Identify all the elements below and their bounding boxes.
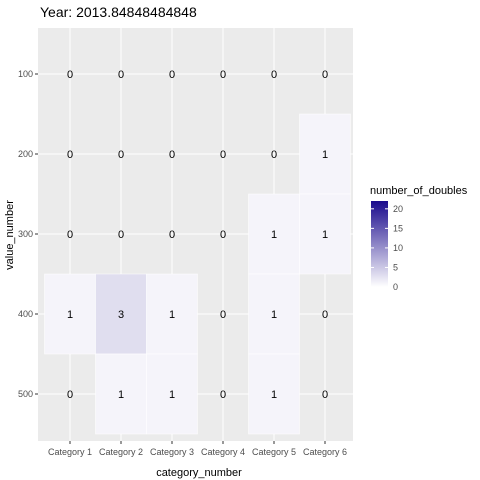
cell-value-label: 0 (220, 149, 226, 161)
legend-colorbar (371, 201, 388, 287)
cell-value-label: 1 (169, 389, 175, 401)
cell-value-label: 1 (271, 309, 277, 321)
y-tick-label: 400 (18, 309, 33, 319)
cell-value-label: 0 (271, 149, 277, 161)
legend-tick-label: 5 (393, 262, 398, 272)
cell-value-label: 0 (220, 309, 226, 321)
heatmap-cell (299, 193, 351, 275)
x-tick-label: Category 1 (48, 447, 92, 457)
legend-tick-label: 10 (393, 243, 403, 253)
x-tick-label: Category 2 (99, 447, 143, 457)
cell-value-label: 0 (118, 229, 124, 241)
cell-value-label: 1 (169, 309, 175, 321)
y-tick-label: 100 (18, 69, 33, 79)
y-axis-title: value_number (4, 200, 16, 270)
heatmap-cell (248, 273, 300, 355)
cell-value-label: 3 (118, 309, 124, 321)
cell-value-label: 0 (169, 149, 175, 161)
cell-value-label: 0 (118, 69, 124, 81)
x-axis-title: category_number (156, 467, 242, 479)
cell-value-label: 1 (322, 229, 328, 241)
y-tick-label: 500 (18, 389, 33, 399)
cell-value-label: 0 (67, 389, 73, 401)
cell-value-label: 0 (322, 389, 328, 401)
chart-title: Year: 2013.84848484848 (40, 4, 197, 20)
cell-value-label: 0 (118, 149, 124, 161)
heatmap-cell (95, 273, 147, 355)
cell-value-label: 0 (169, 229, 175, 241)
cell-value-label: 1 (271, 389, 277, 401)
cell-value-labels: 0 0 0 0 0 0 0 0 0 0 0 1 0 0 0 0 1 1 1 3 1 0 1 0 0 1 1 0 1 0 (67, 69, 328, 401)
heatmap-cell (299, 113, 351, 195)
x-tick-label: Category 4 (201, 447, 245, 457)
cell-value-label: 1 (322, 149, 328, 161)
cell-value-label: 0 (322, 69, 328, 81)
cell-value-label: 1 (271, 229, 277, 241)
legend-ticks: 0 5 10 15 20 (371, 204, 403, 292)
cell-value-label: 0 (67, 229, 73, 241)
cell-value-label: 0 (220, 389, 226, 401)
heatmap-cells (44, 113, 351, 435)
heatmap-cell (146, 273, 198, 355)
x-axis-ticks: Category 1 Category 2 Category 3 Category 4… (48, 441, 347, 457)
cell-value-label: 0 (322, 309, 328, 321)
y-tick-label: 300 (18, 229, 33, 239)
legend-tick-label: 0 (393, 282, 398, 292)
heatmap-cell (248, 353, 300, 435)
cell-value-label: 0 (67, 69, 73, 81)
x-tick-label: Category 6 (303, 447, 347, 457)
cell-value-label: 1 (118, 389, 124, 401)
y-axis-ticks: 100 200 300 400 500 (18, 69, 38, 399)
x-tick-label: Category 5 (252, 447, 296, 457)
color-legend: number_of_doubles 0 5 10 15 20 (370, 185, 468, 292)
legend-tick-label: 20 (393, 204, 403, 214)
cell-value-label: 0 (271, 69, 277, 81)
legend-tick-label: 15 (393, 223, 403, 233)
heatmap-cell (95, 353, 147, 435)
cell-value-label: 1 (67, 309, 73, 321)
y-tick-label: 200 (18, 149, 33, 159)
x-tick-label: Category 3 (150, 447, 194, 457)
cell-value-label: 0 (67, 149, 73, 161)
cell-value-label: 0 (169, 69, 175, 81)
heatmap-cell (146, 353, 198, 435)
cell-value-label: 0 (220, 229, 226, 241)
cell-value-label: 0 (220, 69, 226, 81)
legend-title: number_of_doubles (370, 185, 468, 197)
